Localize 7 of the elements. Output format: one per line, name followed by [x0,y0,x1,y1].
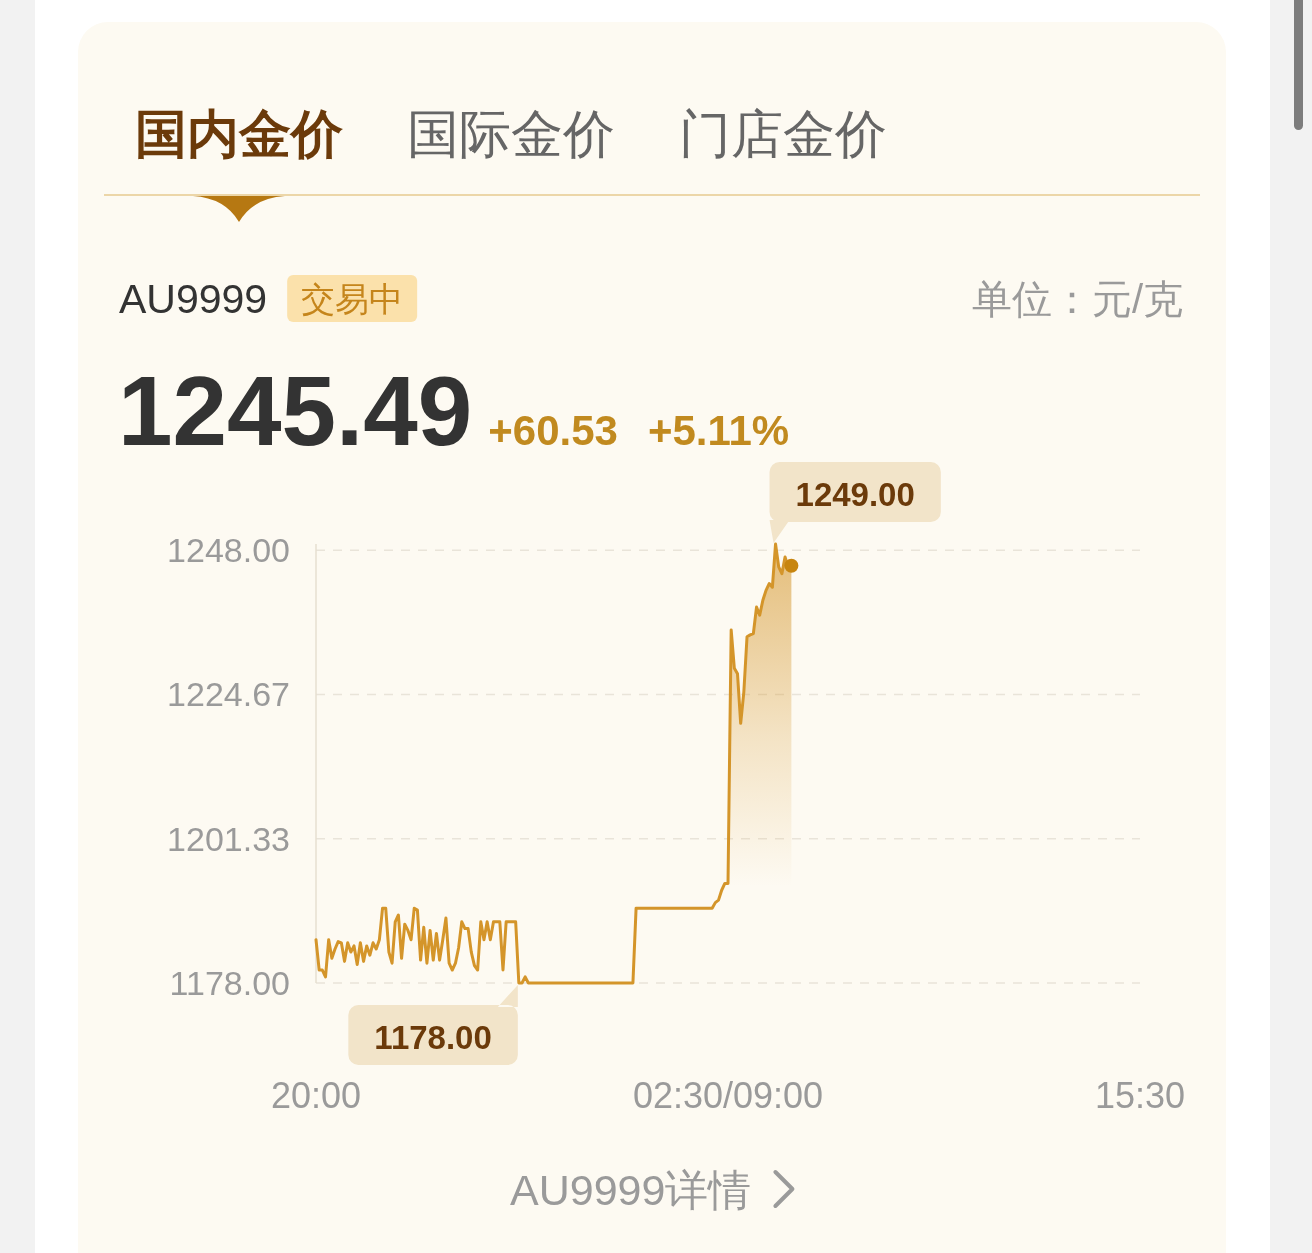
details-link: AU9999详情 [510,1166,752,1214]
price: 1245.49 [118,356,473,466]
unit: 单位：元/克 [971,277,1183,321]
badge-text: 交易中 [301,280,404,318]
change: +60.53 [488,407,618,454]
change-pct: +5.11% [647,407,790,454]
title: AU9999 [119,276,268,322]
